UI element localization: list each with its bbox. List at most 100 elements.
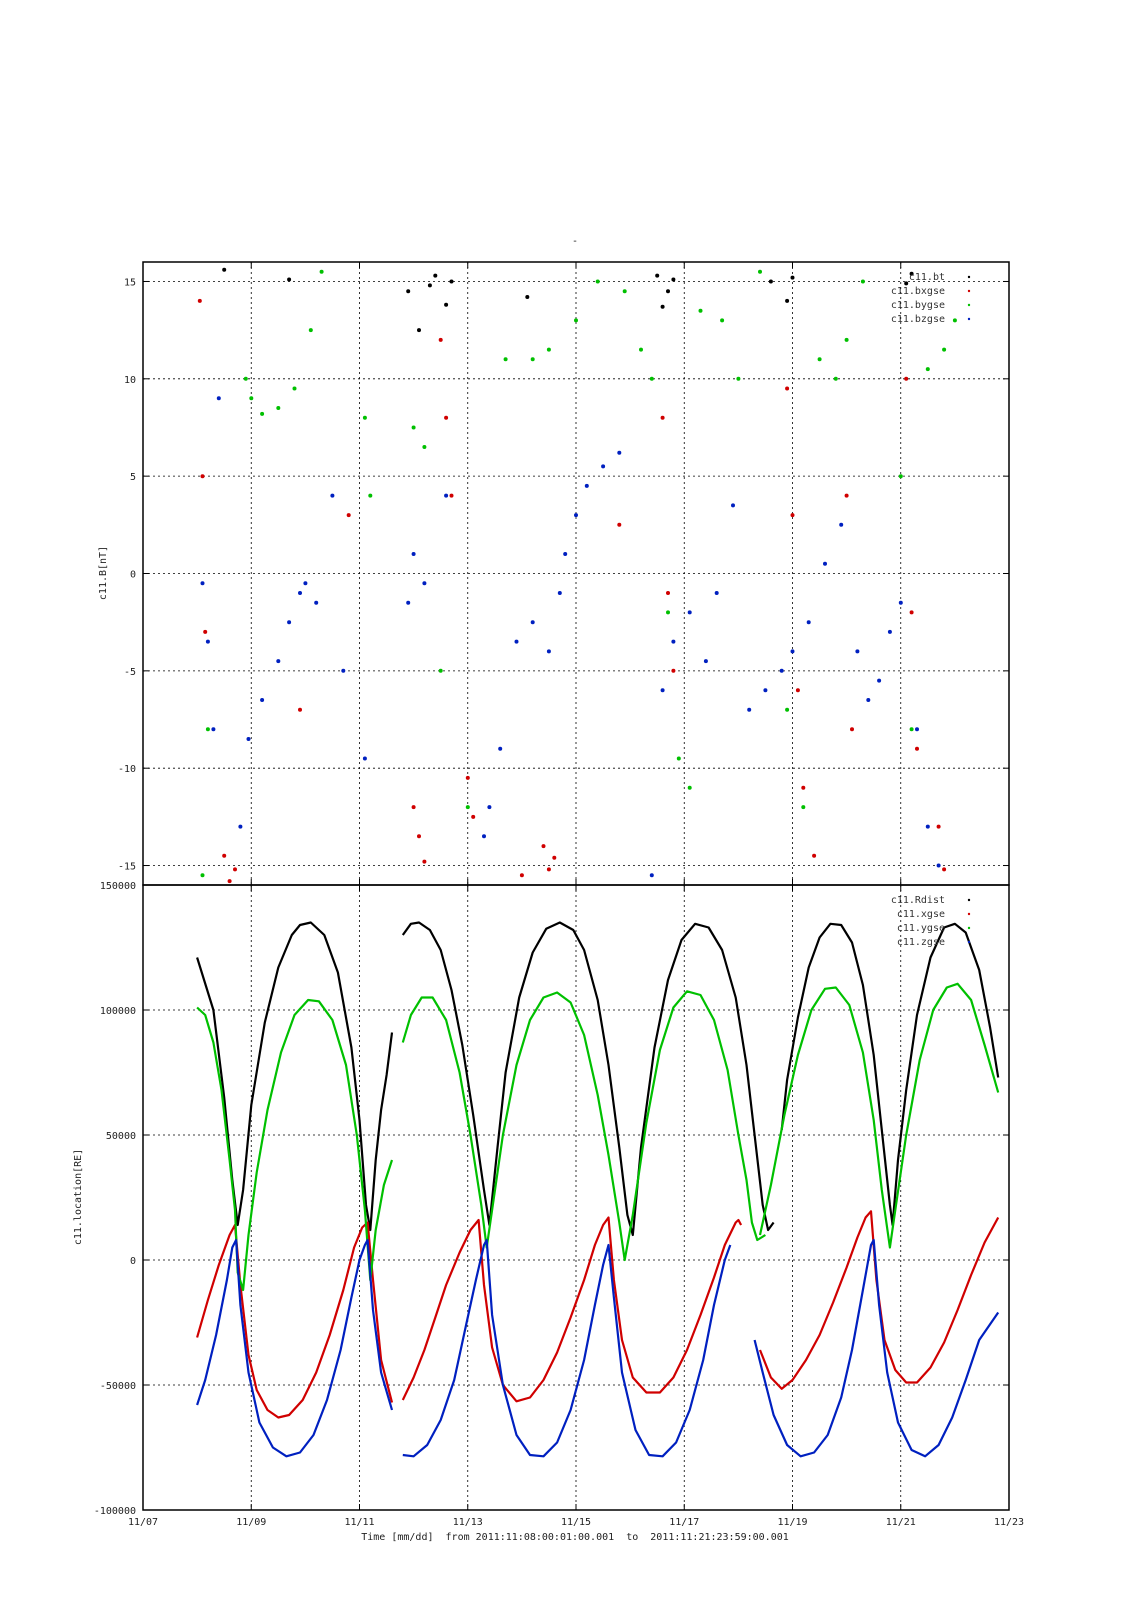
series-line (196, 998, 394, 1292)
data-point (200, 474, 205, 479)
data-point (785, 298, 790, 303)
data-point (411, 425, 416, 430)
y-tick-label: 50000 (106, 1131, 136, 1142)
data-point (238, 824, 243, 829)
legend-marker (967, 275, 971, 279)
series-c11-bygse (200, 269, 957, 878)
data-point (747, 707, 752, 712)
legend-marker (967, 926, 971, 930)
series-line (401, 1216, 743, 1403)
data-point (720, 318, 725, 323)
data-point (855, 649, 860, 654)
data-point (639, 347, 643, 352)
data-point (227, 879, 232, 884)
series-c11-Rdist (196, 921, 1000, 1237)
data-point (211, 727, 216, 732)
data-point (649, 873, 654, 878)
data-point (698, 308, 703, 313)
data-point (552, 855, 557, 860)
data-point (801, 805, 806, 810)
data-point (655, 273, 660, 278)
data-point (444, 493, 449, 498)
data-point (246, 737, 251, 741)
series-line (401, 921, 775, 1237)
data-point (205, 639, 210, 644)
data-point (444, 302, 449, 307)
data-point (839, 522, 844, 527)
data-point (936, 863, 941, 868)
data-point (574, 513, 578, 518)
data-point (812, 853, 817, 858)
data-point (904, 281, 909, 286)
data-point (584, 483, 589, 488)
grid-magnetic-field (143, 262, 1009, 885)
data-point (557, 591, 562, 595)
data-point (233, 867, 237, 872)
data-point (498, 746, 503, 751)
data-point (433, 273, 438, 278)
legend-label: c11.ygse (897, 923, 945, 934)
data-point (243, 376, 248, 381)
data-point (222, 853, 227, 858)
data-point (866, 698, 871, 702)
data-point (779, 668, 784, 673)
data-point (898, 600, 903, 605)
data-point (666, 289, 670, 294)
y-tick-label: 100000 (100, 1006, 136, 1017)
data-point (471, 814, 476, 819)
data-point (287, 620, 292, 625)
data-point (649, 376, 654, 381)
data-point (666, 610, 670, 615)
series-line (401, 990, 766, 1262)
data-point (546, 649, 551, 654)
data-point (438, 668, 443, 673)
legend-label: c11.bt (909, 272, 945, 283)
data-point (444, 415, 449, 420)
data-point (942, 867, 947, 872)
data-point (362, 756, 367, 761)
legend-label: c11.bxgse (891, 286, 945, 297)
data-point (298, 707, 302, 712)
data-point (368, 493, 373, 498)
data-point (546, 347, 551, 352)
data-point (915, 746, 919, 751)
x-tick-label: 11/09 (236, 1517, 266, 1528)
series-magnetic-field (197, 267, 957, 884)
data-point (758, 269, 762, 274)
data-point (763, 688, 768, 693)
data-point (660, 688, 665, 693)
data-point (823, 561, 827, 566)
data-point (887, 629, 892, 634)
data-point (671, 668, 676, 673)
data-point (844, 337, 849, 342)
data-point (449, 279, 454, 284)
series-c11-xgse (196, 1210, 1000, 1419)
data-point (909, 610, 914, 615)
data-point (850, 727, 854, 732)
data-point (785, 386, 790, 391)
data-point (422, 581, 427, 586)
data-point (795, 688, 800, 693)
data-point (216, 396, 221, 401)
data-point (595, 279, 600, 284)
data-point (909, 271, 914, 276)
plot-area-location (196, 921, 1000, 1458)
legend-label: c11.bzgse (891, 314, 945, 325)
data-point (546, 867, 551, 872)
data-point (514, 639, 519, 644)
data-point (530, 357, 535, 362)
data-point (249, 396, 254, 401)
data-point (790, 649, 795, 654)
data-point (314, 600, 319, 605)
data-point (541, 844, 546, 849)
data-point (341, 668, 346, 673)
data-point (205, 727, 210, 732)
data-point (287, 277, 292, 282)
y-tick-label: 10 (124, 375, 136, 386)
series-line (753, 1238, 1000, 1458)
x-tick-label: 11/21 (886, 1517, 916, 1528)
data-point (417, 328, 421, 333)
data-point (601, 464, 606, 469)
x-tick-label: 11/17 (669, 1517, 699, 1528)
